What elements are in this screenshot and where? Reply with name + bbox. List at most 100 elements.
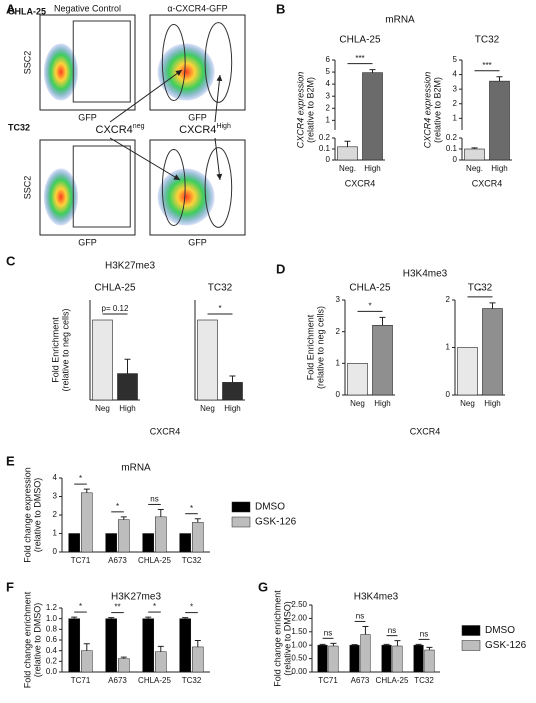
bar	[392, 645, 403, 673]
y-axis-title: Fold change expression	[22, 467, 32, 563]
bar	[80, 650, 93, 673]
significance-label: *	[218, 304, 221, 313]
x-tick-label: A673	[351, 676, 370, 685]
bar	[105, 618, 118, 673]
gate	[161, 149, 186, 226]
gate	[204, 22, 233, 103]
bar	[154, 651, 167, 673]
error-bar	[71, 616, 78, 619]
significance-label: ns	[324, 628, 332, 637]
arrow	[109, 69, 183, 123]
bar	[179, 618, 192, 673]
panel-letter: F	[6, 579, 14, 594]
bar	[117, 658, 130, 673]
chart-title: H3K4me3	[354, 592, 399, 603]
error-bar	[471, 147, 478, 149]
y-tick-label: 0	[326, 155, 331, 164]
gate-sup: neg	[133, 123, 145, 130]
y-tick-label: 0	[336, 390, 341, 399]
x-tick-label: Neg	[460, 399, 475, 408]
legend-label: DMSO	[485, 625, 515, 636]
bar	[381, 644, 392, 673]
panel-title: mRNA	[385, 15, 415, 26]
cell-cloud	[43, 168, 78, 226]
x-tick-label: TC32	[414, 676, 434, 685]
x-tick-label: High	[374, 399, 390, 408]
error-bar	[351, 644, 358, 646]
x-tick-label: CHLA-25	[376, 676, 409, 685]
bar	[154, 516, 167, 553]
panel-letter: G	[258, 579, 268, 594]
y-axis-title: Fold Enrichment	[50, 317, 60, 383]
x-tick-label: Neg	[200, 404, 215, 413]
y-tick-label: 3	[326, 91, 331, 100]
y-tick-label: 4	[453, 70, 458, 79]
error-bar	[383, 643, 390, 646]
x-tick-label: High	[119, 404, 135, 413]
bar	[489, 80, 510, 161]
panel-letter: D	[276, 261, 285, 276]
cell-cloud	[43, 43, 78, 101]
error-bar	[124, 358, 131, 374]
bar	[337, 146, 358, 161]
y-tick-label: 1	[446, 343, 451, 352]
significance-label: ns	[356, 612, 364, 621]
panel-title: H3K4me3	[403, 269, 448, 280]
bar	[68, 533, 81, 553]
y-tick-label: 2	[446, 295, 451, 304]
y-tick-label: 1.0	[46, 614, 58, 623]
y-tick-label: 0.50	[291, 654, 307, 663]
error-bar	[194, 518, 201, 523]
error-bar	[344, 140, 351, 147]
error-bar	[83, 488, 90, 493]
y-tick-label: 1	[336, 358, 341, 367]
x-axis-label: GFP	[188, 237, 207, 247]
sample-label: CHLA-25	[8, 6, 46, 16]
significance-label: *	[79, 474, 82, 483]
cell-cloud	[157, 43, 215, 101]
y-tick-label: 4	[326, 79, 331, 88]
bar	[222, 382, 243, 401]
x-tick-label: Neg.	[466, 164, 483, 173]
error-bar	[379, 316, 386, 326]
significance-label: **	[114, 603, 120, 612]
error-bar	[182, 617, 189, 619]
x-tick-label: TC71	[71, 556, 91, 565]
y-tick-label: 0	[453, 155, 458, 164]
y-tick-label: 1	[53, 529, 58, 538]
y-axis-title: Fold change enrichment	[22, 591, 32, 688]
y-axis-title: (relative to B2M)	[305, 77, 315, 143]
chart-title: TC32	[208, 283, 233, 294]
bar	[360, 634, 371, 673]
panel-letter: A	[6, 1, 16, 16]
y-tick-label: 0.6	[46, 635, 58, 644]
error-bar	[362, 625, 369, 635]
gate-label: CXCR4neg	[96, 123, 145, 136]
gate-sup: High	[216, 123, 231, 130]
x-tick-label: High	[491, 164, 507, 173]
x-axis-label: GFP	[78, 237, 97, 247]
bar	[197, 319, 218, 401]
significance-label: *	[368, 302, 371, 311]
y-axis-title: CXCR4 expression	[422, 72, 432, 149]
significance-label: *	[478, 287, 481, 296]
x-axis-title: CXCR4	[150, 426, 181, 436]
error-bar	[108, 617, 115, 619]
y-tick-label: 0.2	[319, 133, 331, 142]
x-axis-title: CXCR4	[410, 426, 441, 436]
x-axis-title: CXCR4	[345, 178, 376, 188]
y-tick-label: 3	[453, 84, 458, 93]
y-axis-title: Fold change enrichment	[272, 590, 282, 687]
error-bar	[83, 643, 90, 651]
bar	[457, 347, 478, 396]
y-axis-title: (relative to neg cells)	[60, 308, 70, 391]
significance-label: *	[190, 603, 193, 612]
gate-label: CXCR4High	[179, 123, 231, 136]
error-bar	[194, 640, 201, 647]
y-axis-label: SSC2	[22, 176, 32, 200]
bar	[482, 308, 503, 396]
x-axis-label: GFP	[188, 112, 207, 122]
panel-letter: C	[6, 253, 16, 268]
y-tick-label: 2.50	[291, 600, 307, 609]
